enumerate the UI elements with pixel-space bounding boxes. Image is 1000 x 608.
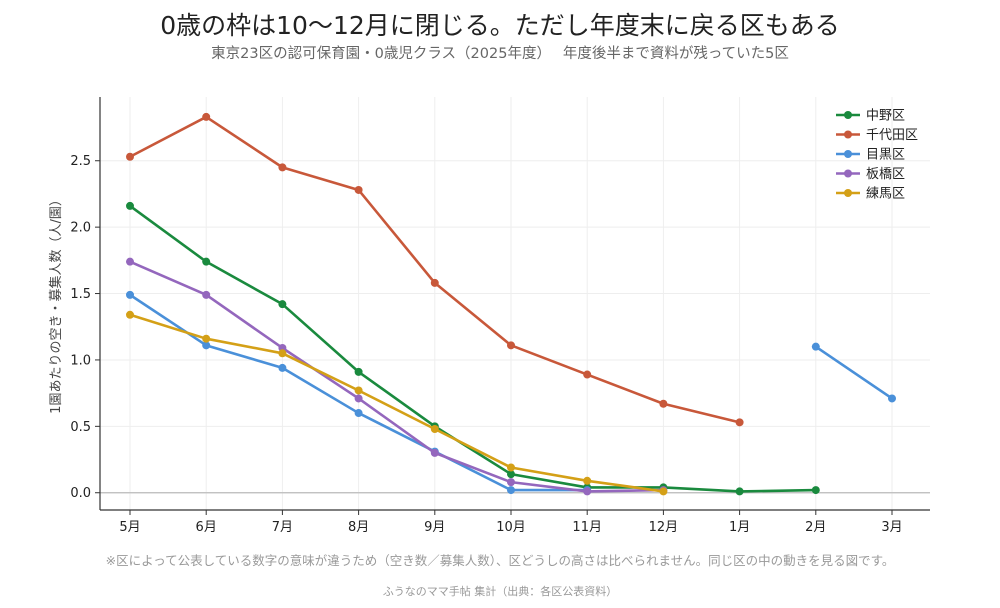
data-point bbox=[430, 448, 439, 457]
x-tick-label: 2月 bbox=[805, 520, 826, 535]
data-point bbox=[507, 470, 515, 479]
data-point bbox=[583, 487, 592, 496]
x-tick-label: 5月 bbox=[119, 520, 140, 535]
line-chart: 0.0 0.5 1.0 1.5 2.0 2.5 5月 6月 7月 8月 9月 10月 11月 12月 1月 2… bbox=[48, 97, 930, 535]
data-point bbox=[126, 201, 134, 210]
data-point bbox=[735, 418, 744, 427]
legend-swatch-marker bbox=[844, 169, 852, 178]
y-tick-label: 0.5 bbox=[70, 420, 91, 435]
data-point bbox=[659, 399, 668, 408]
x-tick-label: 9月 bbox=[424, 520, 445, 535]
data-point bbox=[811, 486, 820, 495]
data-point bbox=[583, 370, 592, 379]
data-point bbox=[278, 349, 287, 358]
legend-swatch-marker bbox=[844, 150, 852, 158]
data-point bbox=[202, 334, 211, 343]
chart-subtitle: 東京23区の認可保育園・0歳児クラス（2025年度） 年度後半まで資料が残ってい… bbox=[211, 46, 789, 62]
data-point bbox=[583, 476, 592, 485]
legend-label: 中野区 bbox=[866, 109, 905, 124]
chart-title: 0歳の枠は10〜12月に閉じる。ただし年度末に戻る区もある bbox=[160, 11, 840, 40]
y-tick-label: 2.0 bbox=[70, 221, 91, 236]
x-tick-label: 11月 bbox=[572, 520, 602, 535]
data-point bbox=[735, 487, 744, 496]
footnote: ※区によって公表している数字の意味が違うため（空き数／募集人数）、区どうしの高さ… bbox=[105, 553, 895, 568]
x-tick-label: 7月 bbox=[272, 520, 293, 535]
x-tick-label: 1月 bbox=[729, 520, 750, 535]
data-point bbox=[278, 363, 287, 372]
legend-label: 板橋区 bbox=[866, 167, 905, 182]
y-axis-label: 1園あたりの空き・募集人数（人/園） bbox=[48, 193, 64, 414]
data-point bbox=[126, 310, 134, 319]
data-point bbox=[354, 367, 363, 376]
data-point bbox=[354, 185, 363, 194]
data-point bbox=[202, 257, 211, 266]
data-point bbox=[507, 341, 515, 350]
legend-label: 練馬区 bbox=[866, 187, 905, 202]
legend-label: 千代田区 bbox=[866, 128, 918, 143]
series-line bbox=[814, 345, 894, 400]
y-tick-label: 2.5 bbox=[70, 154, 91, 169]
data-point bbox=[659, 487, 668, 496]
data-point bbox=[202, 112, 211, 121]
series-line bbox=[128, 204, 818, 493]
data-point bbox=[126, 257, 134, 266]
data-point bbox=[507, 463, 515, 472]
legend-swatch-marker bbox=[844, 111, 852, 119]
data-point bbox=[278, 300, 287, 309]
legend-swatch-marker bbox=[844, 130, 852, 139]
x-tick-label: 3月 bbox=[881, 520, 902, 535]
x-tick-label: 8月 bbox=[348, 520, 369, 535]
data-point bbox=[888, 394, 896, 403]
data-point bbox=[430, 424, 439, 433]
data-point bbox=[430, 278, 439, 287]
legend-label: 目黒区 bbox=[866, 148, 905, 163]
data-point bbox=[202, 341, 211, 350]
data-point bbox=[507, 486, 515, 495]
data-point bbox=[202, 290, 211, 299]
y-tick-label: 1.0 bbox=[70, 353, 91, 368]
x-tick-label: 12月 bbox=[649, 520, 679, 535]
data-point bbox=[811, 342, 820, 351]
legend-swatch-marker bbox=[844, 189, 852, 197]
source-credit: ふうなのママ手帖 集計（出典：各区公表資料） bbox=[382, 585, 618, 598]
data-point bbox=[278, 163, 287, 172]
y-tick-label: 0.0 bbox=[70, 486, 91, 501]
series-line bbox=[128, 260, 665, 493]
x-tick-label: 10月 bbox=[496, 520, 526, 535]
data-point bbox=[126, 152, 134, 161]
series-line bbox=[128, 313, 665, 493]
data-point bbox=[354, 394, 363, 403]
data-point bbox=[354, 386, 363, 395]
data-point bbox=[354, 409, 363, 418]
y-tick-label: 1.5 bbox=[70, 287, 91, 302]
data-point bbox=[126, 290, 134, 299]
x-tick-label: 6月 bbox=[196, 520, 217, 535]
data-point bbox=[507, 478, 515, 487]
